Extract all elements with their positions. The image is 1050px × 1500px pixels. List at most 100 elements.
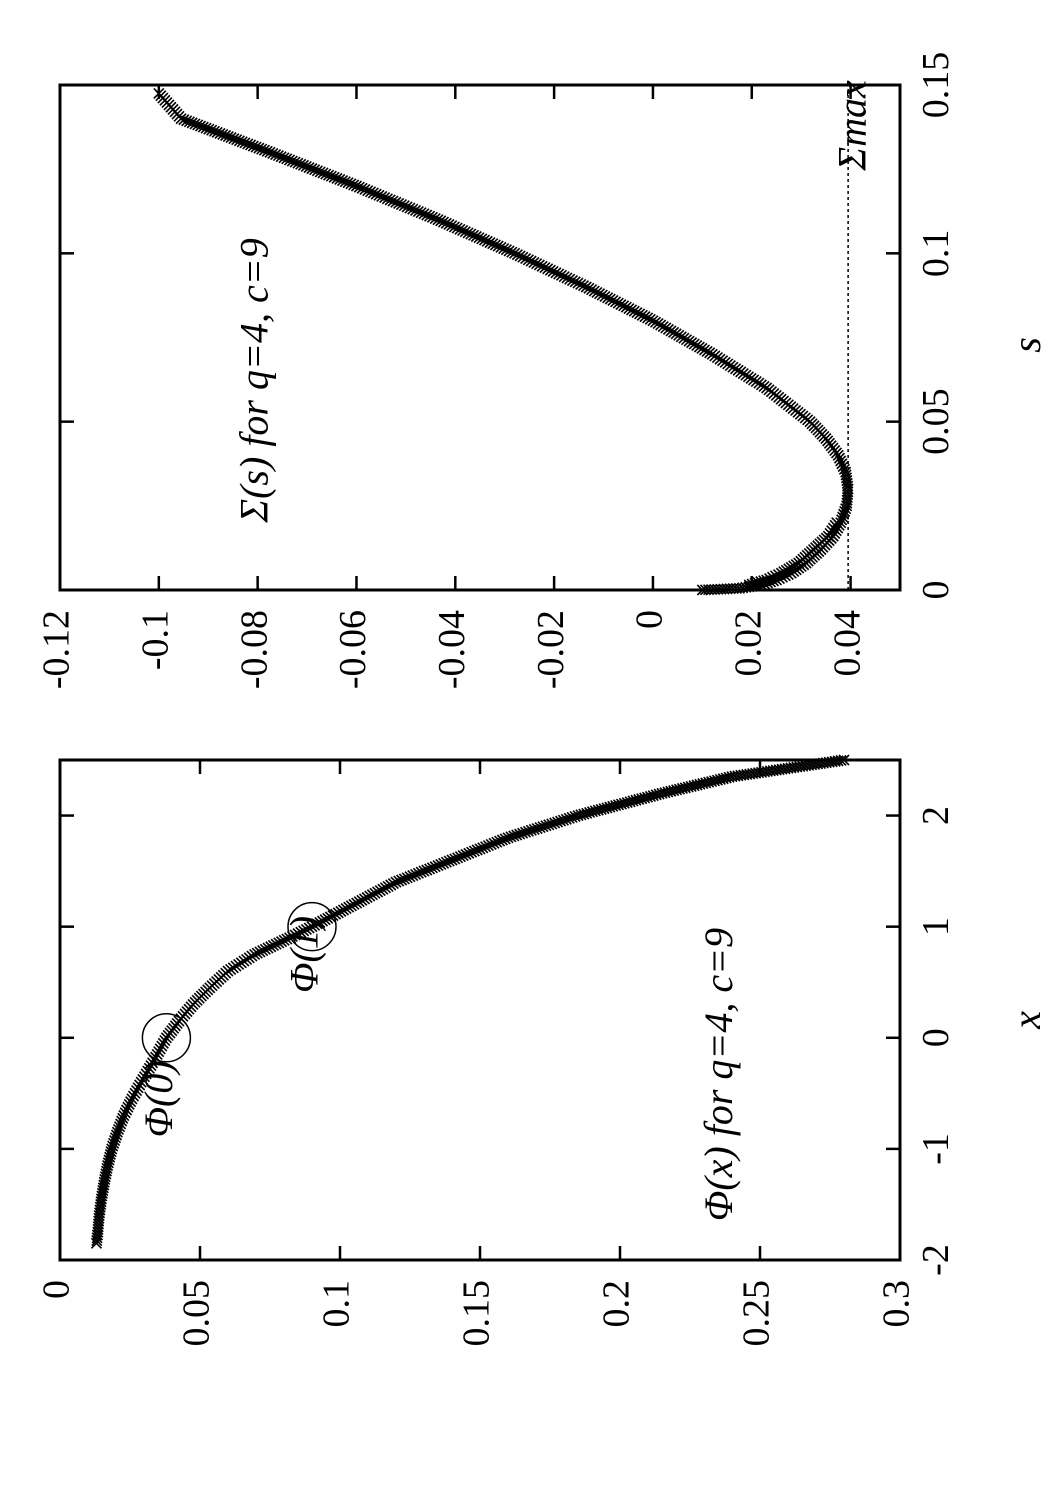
sigma-data-point [511, 249, 523, 261]
sigma-data-point [517, 251, 529, 263]
sigma-data-point [393, 197, 405, 209]
sigma-data-point [766, 571, 779, 583]
phi-data-point [314, 916, 326, 929]
sigma-data-point [840, 466, 852, 478]
phi-data-point [337, 904, 350, 916]
sigma-data-point [528, 256, 540, 268]
phi-data-point [835, 754, 847, 767]
sigma-data-point [473, 232, 485, 244]
sigma-data-point [398, 200, 410, 212]
sigma-y-tick-label: -0.06 [332, 610, 374, 689]
sigma-data-point [594, 288, 606, 300]
sigma-data-point [772, 568, 785, 581]
sigma-data-point [561, 272, 573, 284]
phi-data-point [335, 905, 347, 917]
phi-data-point [353, 896, 365, 908]
sigma-data-point [612, 297, 624, 309]
phi-data-point [393, 875, 405, 887]
sigma-data-point [437, 216, 450, 228]
phi-data-point [438, 857, 450, 869]
sigma-x-tick-label: 0.1 [915, 230, 957, 277]
sigma-data-point [628, 305, 640, 317]
phi-data-point [466, 846, 478, 858]
phi-data-point [343, 901, 355, 913]
sigma-data-point [623, 302, 635, 315]
phi-data-point [387, 878, 399, 890]
phi-data-point [426, 862, 438, 874]
phi-data-point [257, 945, 269, 957]
sigma-data-point [467, 229, 480, 241]
sigma-data-point [454, 223, 466, 235]
sigma-data-point [835, 455, 847, 467]
sigma-data-point [647, 315, 659, 327]
highlight-circle [287, 901, 337, 952]
sigma-data-point [353, 181, 365, 193]
sigma-data-point [610, 296, 622, 308]
phi-data-point [468, 845, 480, 857]
phi-data-point [249, 948, 261, 961]
sigma-data-point [644, 313, 656, 325]
sigma-data-point [580, 281, 592, 293]
phi-data-point [421, 864, 433, 876]
phi-data-point [440, 856, 452, 868]
sigma-data-point [367, 187, 379, 199]
phi-data-point [345, 900, 357, 912]
sigma-data-point [373, 189, 385, 201]
sigma-data-point [833, 452, 846, 464]
phi-data-point [295, 926, 307, 938]
phi-data-point [132, 1082, 144, 1094]
sigma-data-point [435, 215, 447, 227]
phi-data-point [463, 847, 475, 859]
phi-data-point [126, 1093, 138, 1105]
phi-data-point [348, 898, 360, 911]
sigma-data-point [558, 271, 570, 283]
sigma-data-point [588, 285, 600, 297]
phi-data-point [396, 874, 408, 886]
sigma-data-point [631, 307, 643, 319]
sigma-chart-annotation: Σ(s) for q=4, c=9 [232, 238, 277, 523]
sigma-plot: 0 0.05 0.1 0.15 0.04 0.02 0 -0.02 -0.04 -0.06 -0.… [36, 52, 1049, 689]
phi-y-axis-ticks: 0 0.05 0.1 0.15 0.2 0.25 0.3 [36, 760, 918, 1347]
sigma-data-point [404, 202, 416, 214]
phi-y-tick-label: 0 [36, 1280, 78, 1299]
phi-data-point [390, 876, 402, 888]
phi-data-point [449, 853, 461, 865]
phi-data-point [300, 923, 312, 936]
sigma-data-point [465, 228, 477, 240]
sigma-data-point [487, 238, 499, 250]
sigma-data-point [569, 276, 581, 288]
sigma-data-point [503, 245, 515, 257]
sigma-y-tick-label: 0.04 [826, 610, 868, 677]
phi-data-point [259, 943, 271, 955]
sigma-data-point [577, 280, 590, 292]
sigma-data-point [440, 217, 452, 229]
sigma-data-point [489, 239, 502, 251]
phi-data-point [134, 1079, 146, 1091]
phi-data-point [157, 1037, 169, 1049]
sigma-data-point [620, 301, 632, 313]
phi-data-point [117, 1112, 129, 1124]
phi-data-markers [90, 754, 850, 1249]
sigma-data-point [478, 234, 491, 246]
sigma-data-point [642, 312, 654, 324]
phi-data-point [366, 889, 378, 901]
phi-data-point [429, 861, 441, 873]
sigma-data-point [514, 250, 526, 262]
sigma-data-point [583, 282, 595, 294]
sigma-data-point [544, 264, 556, 276]
sigma-data-point [451, 222, 463, 234]
sigma-data-point [542, 263, 554, 275]
sigma-data-point [550, 267, 562, 279]
phi-data-point [496, 834, 508, 846]
sigma-data-point [356, 182, 368, 194]
sigma-y-tick-label: -0.02 [530, 610, 572, 689]
sigma-data-point [602, 292, 614, 304]
sigma-max-label: Σmax [829, 80, 874, 172]
phi-0-label: Φ(0) [136, 1060, 181, 1137]
sigma-y-tick-label: 0.02 [727, 610, 769, 677]
sigma-data-point [153, 87, 165, 99]
sigma-data-point [626, 304, 638, 316]
phi-data-point [377, 883, 389, 895]
sigma-data-point [432, 214, 444, 226]
sigma-data-point [566, 274, 579, 287]
